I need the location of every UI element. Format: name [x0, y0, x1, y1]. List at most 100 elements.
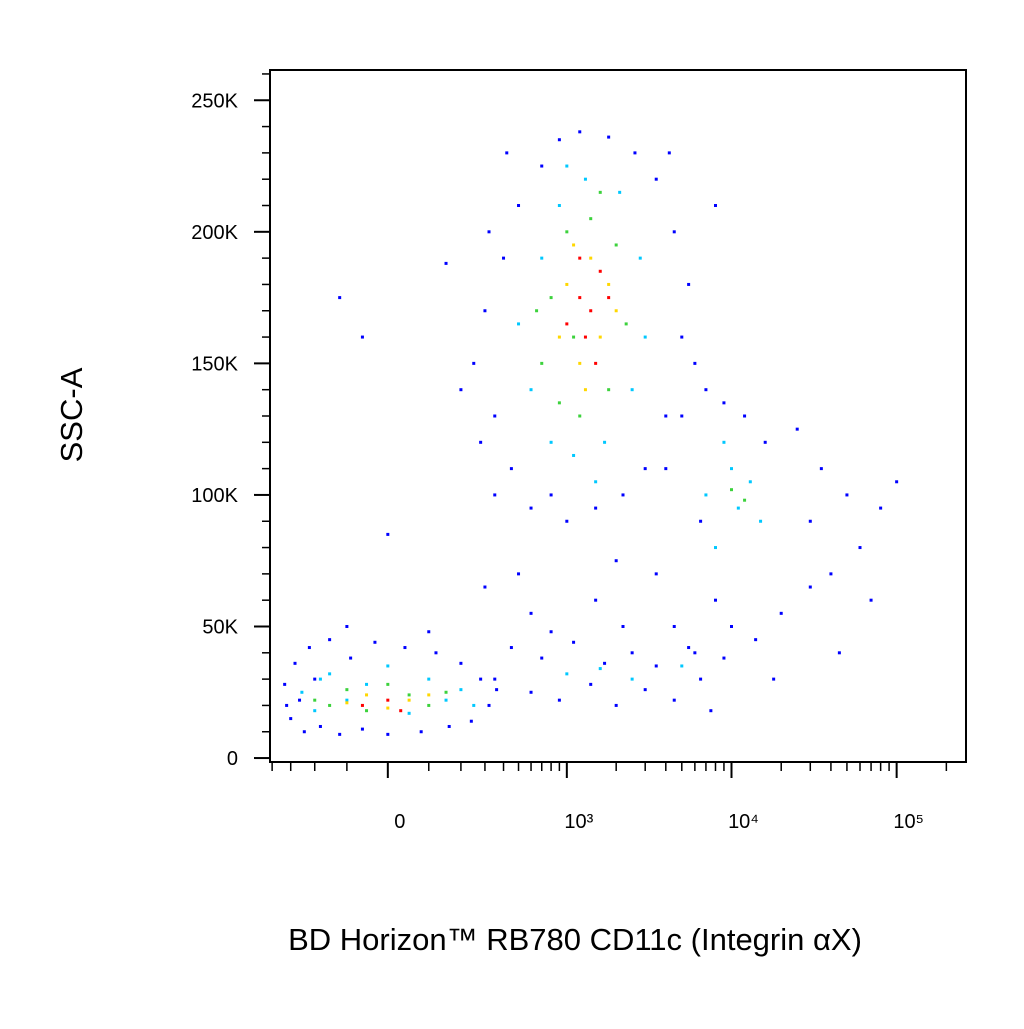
point [672, 698, 676, 702]
point [493, 414, 497, 418]
point [505, 151, 509, 155]
point [509, 467, 513, 471]
point [795, 427, 799, 431]
point [434, 651, 438, 655]
point [565, 230, 569, 234]
point [407, 711, 411, 715]
point [502, 256, 506, 260]
point [313, 677, 317, 681]
point [386, 682, 390, 686]
point [693, 361, 697, 365]
point [709, 709, 713, 713]
point [589, 256, 593, 260]
point [328, 672, 332, 676]
point [479, 440, 483, 444]
point [557, 138, 561, 142]
point [444, 261, 448, 265]
point [664, 467, 668, 471]
point [654, 664, 658, 668]
point [517, 572, 521, 576]
x-tick-label: 10³ [564, 811, 593, 833]
point [427, 693, 431, 697]
point [572, 640, 576, 644]
point [529, 388, 533, 392]
point [603, 661, 607, 665]
point [360, 335, 364, 339]
point [373, 640, 377, 644]
point [578, 296, 582, 300]
y-tick-label: 100K [191, 485, 238, 507]
y-axis-label: SSC-A [54, 367, 89, 462]
point [578, 130, 582, 134]
point [328, 703, 332, 707]
point [614, 559, 618, 563]
point [743, 498, 747, 502]
point [572, 453, 576, 457]
point [643, 467, 647, 471]
point [672, 624, 676, 628]
point [772, 677, 776, 681]
point [565, 519, 569, 523]
point [759, 519, 763, 523]
point [614, 703, 618, 707]
point [529, 611, 533, 615]
point [338, 296, 342, 300]
point [589, 309, 593, 313]
point [493, 677, 497, 681]
point [283, 682, 287, 686]
point [572, 335, 576, 339]
point [479, 677, 483, 681]
point [565, 282, 569, 286]
point [680, 335, 684, 339]
point [618, 190, 622, 194]
point [763, 440, 767, 444]
point [630, 388, 634, 392]
point [427, 677, 431, 681]
point [540, 164, 544, 168]
point [837, 651, 841, 655]
point [549, 630, 553, 634]
point [598, 667, 602, 671]
point [407, 693, 411, 697]
point [419, 730, 423, 734]
x-tick-label: 10⁴ [728, 811, 759, 833]
point [535, 309, 539, 313]
point [680, 414, 684, 418]
point [495, 688, 499, 692]
point [349, 656, 353, 660]
point [472, 361, 476, 365]
point [583, 388, 587, 392]
point [672, 230, 676, 234]
point [594, 361, 598, 365]
point [565, 164, 569, 168]
point [722, 656, 726, 660]
y-tick-label: 250K [191, 90, 238, 112]
point [345, 698, 349, 702]
point [529, 506, 533, 510]
point [594, 506, 598, 510]
point [729, 467, 733, 471]
point [748, 480, 752, 484]
point [664, 414, 668, 418]
point [469, 719, 473, 723]
point [713, 546, 717, 550]
point [487, 230, 491, 234]
point [654, 572, 658, 576]
point [713, 598, 717, 602]
x-tick-label: 10⁵ [893, 811, 924, 833]
point [583, 335, 587, 339]
y-tick-label: 0 [227, 748, 238, 770]
point [879, 506, 883, 510]
point [754, 638, 758, 642]
point [603, 440, 607, 444]
point [779, 611, 783, 615]
point [509, 646, 513, 650]
point [517, 322, 521, 326]
point [360, 703, 364, 707]
point [607, 296, 611, 300]
point [614, 243, 618, 247]
point [313, 709, 317, 713]
point [638, 256, 642, 260]
point [643, 688, 647, 692]
point [630, 651, 634, 655]
